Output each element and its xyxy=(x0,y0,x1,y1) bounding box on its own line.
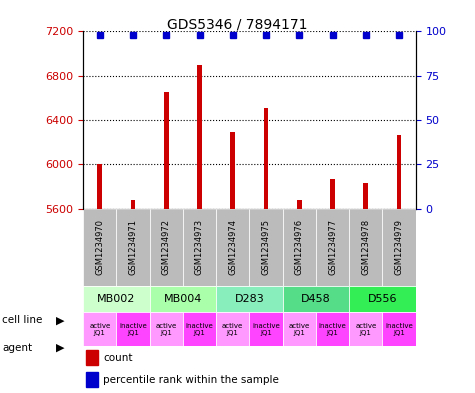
Text: GSM1234977: GSM1234977 xyxy=(328,219,337,275)
Bar xyxy=(86,350,98,365)
Text: percentile rank within the sample: percentile rank within the sample xyxy=(103,375,279,385)
Text: MB004: MB004 xyxy=(164,294,202,304)
Text: GDS5346 / 7894171: GDS5346 / 7894171 xyxy=(167,18,308,32)
Bar xyxy=(249,209,283,286)
Bar xyxy=(216,286,283,312)
Text: GSM1234976: GSM1234976 xyxy=(295,219,304,275)
Bar xyxy=(264,108,268,209)
Text: GSM1234975: GSM1234975 xyxy=(262,219,270,275)
Text: count: count xyxy=(103,353,133,363)
Bar xyxy=(116,312,150,346)
Bar xyxy=(150,286,216,312)
Bar xyxy=(164,92,169,209)
Bar xyxy=(83,209,116,286)
Text: ▶: ▶ xyxy=(56,343,65,353)
Bar xyxy=(197,65,202,209)
Text: inactive
JQ1: inactive JQ1 xyxy=(252,323,280,336)
Bar xyxy=(150,312,183,346)
Text: GSM1234973: GSM1234973 xyxy=(195,219,204,275)
Bar xyxy=(230,132,235,209)
Text: D556: D556 xyxy=(368,294,397,304)
Text: active
JQ1: active JQ1 xyxy=(156,323,177,336)
Bar xyxy=(297,200,302,209)
Bar xyxy=(382,209,416,286)
Text: agent: agent xyxy=(2,343,32,353)
Bar xyxy=(83,286,150,312)
Bar xyxy=(283,286,349,312)
Bar xyxy=(397,134,401,209)
Bar xyxy=(283,312,316,346)
Text: MB002: MB002 xyxy=(97,294,135,304)
Bar xyxy=(116,209,150,286)
Text: GSM1234974: GSM1234974 xyxy=(228,219,237,275)
Text: active
JQ1: active JQ1 xyxy=(89,323,110,336)
Bar xyxy=(86,372,98,387)
Text: inactive
JQ1: inactive JQ1 xyxy=(319,323,346,336)
Bar xyxy=(283,209,316,286)
Text: D458: D458 xyxy=(301,294,331,304)
Text: active
JQ1: active JQ1 xyxy=(289,323,310,336)
Bar xyxy=(249,312,283,346)
Bar xyxy=(349,286,416,312)
Text: GSM1234970: GSM1234970 xyxy=(95,219,104,275)
Bar xyxy=(330,179,335,209)
Bar xyxy=(97,164,102,209)
Text: GSM1234979: GSM1234979 xyxy=(395,219,403,275)
Bar xyxy=(83,312,116,346)
Text: inactive
JQ1: inactive JQ1 xyxy=(186,323,213,336)
Bar xyxy=(316,209,349,286)
Bar xyxy=(363,183,368,209)
Bar xyxy=(349,312,382,346)
Bar xyxy=(216,209,249,286)
Bar xyxy=(216,312,249,346)
Text: D283: D283 xyxy=(235,294,264,304)
Text: active
JQ1: active JQ1 xyxy=(355,323,376,336)
Bar xyxy=(131,200,135,209)
Text: inactive
JQ1: inactive JQ1 xyxy=(119,323,147,336)
Text: cell line: cell line xyxy=(2,315,43,325)
Bar xyxy=(382,312,416,346)
Text: GSM1234972: GSM1234972 xyxy=(162,219,171,275)
Bar xyxy=(316,312,349,346)
Text: GSM1234978: GSM1234978 xyxy=(361,219,370,275)
Bar xyxy=(183,209,216,286)
Text: GSM1234971: GSM1234971 xyxy=(129,219,137,275)
Text: ▶: ▶ xyxy=(56,315,65,325)
Bar xyxy=(349,209,382,286)
Bar xyxy=(183,312,216,346)
Text: inactive
JQ1: inactive JQ1 xyxy=(385,323,413,336)
Bar xyxy=(150,209,183,286)
Text: active
JQ1: active JQ1 xyxy=(222,323,243,336)
